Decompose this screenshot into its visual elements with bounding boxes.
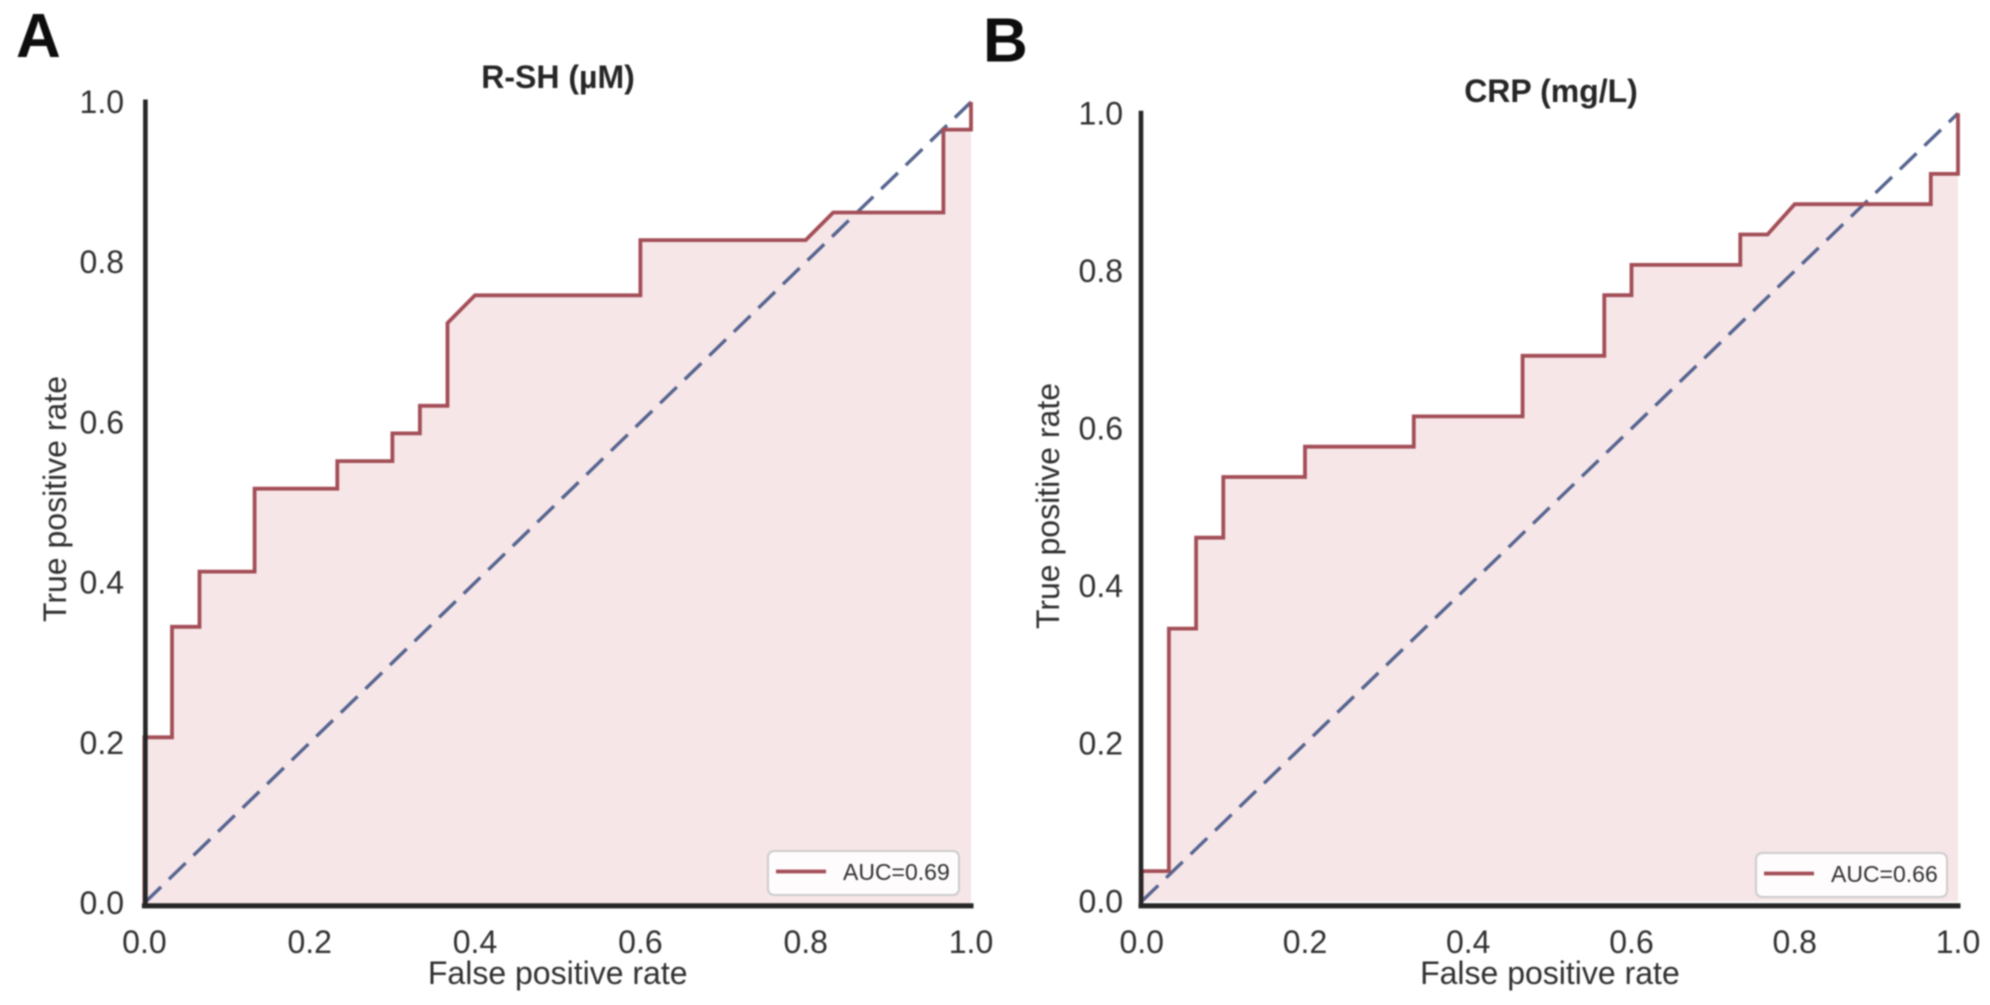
svg-text:0.2: 0.2 xyxy=(1283,924,1327,960)
svg-text:0.0: 0.0 xyxy=(1119,924,1163,960)
svg-text:B: B xyxy=(983,7,1028,76)
svg-text:1.0: 1.0 xyxy=(1079,95,1123,131)
svg-text:0.6: 0.6 xyxy=(618,924,662,960)
svg-text:AUC=0.69: AUC=0.69 xyxy=(843,859,950,885)
svg-text:True positive rate: True positive rate xyxy=(37,376,73,622)
svg-text:False positive rate: False positive rate xyxy=(1420,955,1680,991)
svg-text:1.0: 1.0 xyxy=(80,84,124,120)
svg-text:0.4: 0.4 xyxy=(1446,924,1490,960)
svg-text:0.8: 0.8 xyxy=(1079,253,1123,289)
svg-text:False positive rate: False positive rate xyxy=(428,955,688,991)
svg-text:0.8: 0.8 xyxy=(783,924,827,960)
svg-text:A: A xyxy=(16,2,61,71)
svg-text:0.4: 0.4 xyxy=(80,565,124,601)
svg-text:0.6: 0.6 xyxy=(80,404,124,440)
svg-text:0.8: 0.8 xyxy=(1772,924,1816,960)
svg-text:0.8: 0.8 xyxy=(80,244,124,280)
svg-text:0.2: 0.2 xyxy=(80,725,124,761)
svg-text:1.0: 1.0 xyxy=(949,924,993,960)
svg-text:0.0: 0.0 xyxy=(1079,883,1123,919)
svg-text:0.0: 0.0 xyxy=(122,924,166,960)
svg-text:0.4: 0.4 xyxy=(453,924,497,960)
svg-text:0.6: 0.6 xyxy=(1079,411,1123,447)
svg-text:0.4: 0.4 xyxy=(1079,568,1123,604)
svg-text:0.2: 0.2 xyxy=(287,924,331,960)
svg-text:CRP (mg/L): CRP (mg/L) xyxy=(1464,73,1638,109)
svg-text:0.6: 0.6 xyxy=(1609,924,1653,960)
svg-text:True positive rate: True positive rate xyxy=(1030,383,1066,629)
svg-text:0.2: 0.2 xyxy=(1079,726,1123,762)
svg-text:1.0: 1.0 xyxy=(1936,924,1980,960)
svg-text:R-SH (µM): R-SH (µM) xyxy=(481,59,635,95)
svg-text:AUC=0.66: AUC=0.66 xyxy=(1831,861,1938,887)
svg-text:0.0: 0.0 xyxy=(80,885,124,921)
